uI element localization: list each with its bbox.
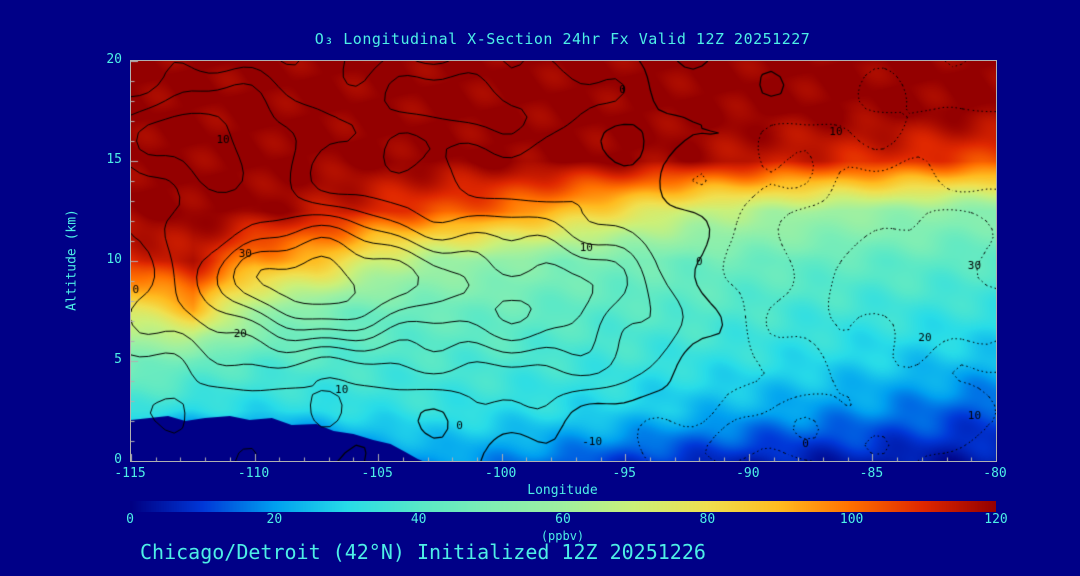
y-tick-label: 15 — [106, 152, 122, 167]
x-tick-label: -115 — [114, 466, 146, 481]
x-tick-label: -90 — [736, 466, 760, 481]
footer-caption: Chicago/Detroit (42°N) Initialized 12Z 2… — [140, 540, 706, 564]
x-tick-label: -110 — [237, 466, 270, 481]
y-axis-label: Altitude (km) — [64, 209, 80, 311]
colorbar-tick-label: 100 — [839, 512, 864, 527]
plot-area — [130, 60, 997, 462]
y-tick-label: 0 — [114, 452, 122, 467]
contour-heatmap-canvas — [131, 61, 996, 461]
y-tick-label: 20 — [106, 52, 122, 67]
colorbar-tick-label: 0 — [126, 512, 134, 527]
x-axis-label: Longitude — [527, 483, 598, 498]
colorbar-tick-label: 20 — [266, 512, 283, 527]
colorbar-gradient-canvas — [130, 501, 996, 512]
colorbar-tick-label: 120 — [984, 512, 1008, 527]
colorbar-tick-label: 40 — [410, 512, 427, 527]
colorbar — [130, 497, 996, 512]
x-tick-label: -100 — [485, 466, 517, 481]
x-tick-label: -95 — [612, 466, 637, 481]
colorbar-units-label: (ppbv) — [540, 529, 585, 543]
y-tick-label: 5 — [114, 352, 122, 367]
colorbar-tick-label: 80 — [699, 512, 716, 527]
chart-title: O₃ Longitudinal X-Section 24hr Fx Valid … — [314, 30, 811, 48]
x-tick-label: -80 — [983, 466, 1007, 481]
x-tick-label: -105 — [361, 466, 393, 481]
x-tick-label: -85 — [859, 466, 884, 481]
y-tick-label: 10 — [106, 252, 122, 267]
colorbar-tick-label: 60 — [555, 512, 571, 527]
